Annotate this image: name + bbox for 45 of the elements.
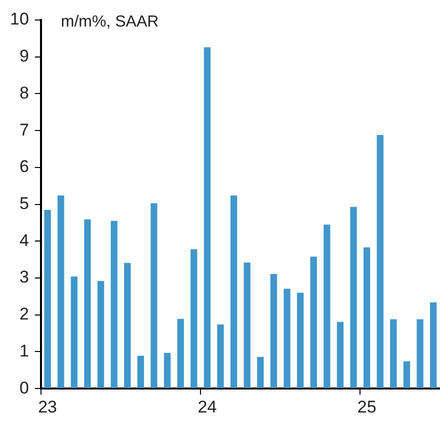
bar	[190, 249, 198, 388]
bar	[390, 319, 397, 388]
x-tick-label: 25	[357, 397, 376, 416]
bar	[284, 288, 290, 388]
bar	[97, 280, 104, 388]
bar	[164, 352, 171, 388]
bar	[310, 256, 317, 388]
bar	[70, 276, 78, 388]
y-tick-label: 7	[19, 120, 29, 140]
bar	[150, 203, 158, 388]
y-tick-label: 0	[19, 378, 29, 398]
y-tick-label: 1	[19, 341, 29, 360]
y-tick-label: 5	[19, 194, 29, 213]
bar	[230, 195, 238, 388]
bar	[204, 47, 211, 388]
bar	[270, 274, 278, 388]
y-tick-label: 10	[10, 10, 29, 29]
bar	[137, 356, 144, 388]
bar	[350, 206, 357, 388]
bar	[403, 361, 410, 388]
y-axis-title: m/m%, SAAR	[60, 13, 159, 30]
bar	[110, 220, 118, 388]
bar	[336, 322, 344, 388]
bar	[257, 356, 264, 388]
y-tick-label: 4	[19, 230, 29, 250]
bar	[324, 224, 330, 388]
bar	[58, 195, 64, 388]
bar	[217, 324, 224, 388]
bar	[44, 210, 51, 388]
bar	[177, 318, 184, 388]
y-tick-label: 3	[19, 268, 29, 287]
y-tick-label: 6	[19, 157, 29, 176]
bar	[376, 135, 384, 388]
x-tick-label: 24	[198, 397, 217, 416]
bar	[296, 292, 304, 388]
bar	[364, 247, 370, 388]
bar	[244, 262, 250, 388]
bar	[430, 302, 437, 388]
y-tick-label: 8	[19, 83, 29, 102]
x-tick-label: 23	[38, 397, 58, 416]
y-tick-label: 9	[19, 46, 29, 66]
y-tick-label: 2	[19, 304, 29, 324]
bar	[416, 319, 424, 388]
bar	[84, 219, 91, 388]
bar	[124, 262, 131, 388]
